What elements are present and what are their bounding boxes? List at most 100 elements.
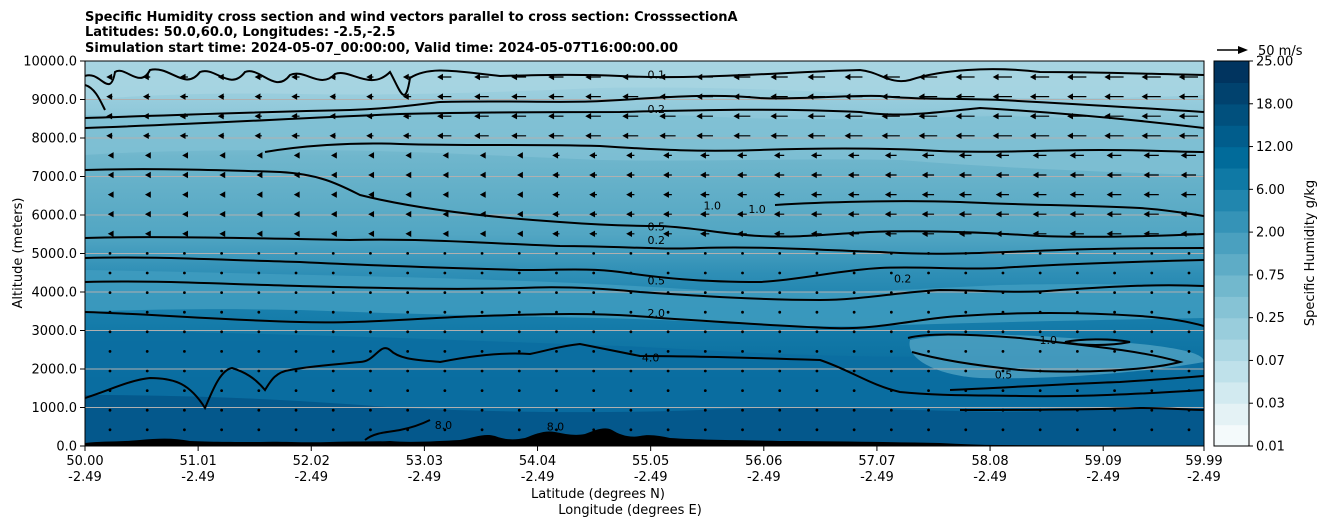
wind-vector	[1187, 291, 1191, 295]
colorbar-segment	[1214, 125, 1249, 148]
wind-vector	[145, 252, 149, 255]
wind-vector	[1113, 271, 1116, 275]
contour-1.0-upper	[264, 142, 1204, 153]
wind-vector	[696, 73, 713, 81]
wind-vector	[257, 408, 261, 412]
contour-label: 1.0	[1040, 334, 1058, 347]
wind-vector	[402, 93, 412, 100]
contour-label: 0.5	[648, 274, 666, 287]
colorbar-segment	[1214, 360, 1249, 383]
wind-vector	[548, 73, 564, 81]
wind-vector	[443, 428, 447, 432]
wind-vector	[293, 152, 300, 159]
wind-vector	[1029, 93, 1050, 100]
wind-vector	[1178, 132, 1198, 140]
wind-vector	[517, 350, 521, 353]
wind-vector	[480, 330, 484, 334]
wind-vector	[1038, 369, 1042, 373]
wind-vector	[852, 271, 856, 275]
wind-vector	[366, 73, 374, 81]
wind-vector	[847, 230, 860, 238]
y-tick-label: 3000.0	[32, 324, 78, 339]
wind-vector	[257, 271, 261, 275]
wind-vector	[179, 93, 188, 100]
wind-vector	[257, 252, 261, 255]
wind-vector	[106, 73, 113, 81]
y-axis: 0.0 1000.0 2000.0 3000.0 4000.0 5000.0 6000.0 7…	[23, 55, 85, 455]
x-tick-label-lon: -2.49	[634, 470, 668, 485]
wind-vector	[1141, 93, 1161, 100]
wind-vector	[256, 191, 263, 198]
wind-vector	[666, 350, 670, 353]
wind-vector	[555, 271, 558, 275]
wind-reference: 50 m/s	[1217, 44, 1303, 59]
wind-vector	[992, 93, 1012, 100]
wind-vector	[815, 408, 819, 412]
wind-vector	[145, 271, 149, 275]
colorbar-segment	[1214, 103, 1249, 126]
wind-vector	[257, 330, 261, 334]
wind-vector	[1075, 369, 1079, 373]
wind-vector	[256, 210, 263, 218]
wind-vector	[921, 191, 935, 198]
wind-vector	[852, 350, 856, 353]
wind-vector	[443, 330, 447, 334]
wind-vector	[847, 152, 860, 159]
wind-vector	[927, 252, 930, 255]
contour-label: 0.5	[648, 220, 666, 233]
wind-vector	[257, 389, 261, 393]
wind-vector	[1150, 291, 1154, 295]
wind-vector	[1104, 93, 1124, 100]
wind-vector	[1069, 210, 1084, 218]
wind-vector	[847, 191, 860, 198]
wind-vector	[405, 230, 412, 238]
colorbar-segment	[1214, 296, 1249, 319]
wind-vector	[770, 93, 788, 100]
wind-vector	[142, 112, 151, 120]
wind-vector	[106, 93, 113, 100]
wind-vector	[555, 350, 558, 353]
wind-vector	[479, 191, 486, 198]
wind-vector	[291, 132, 300, 140]
wind-vector	[921, 210, 935, 218]
colorbar-segment	[1214, 381, 1249, 404]
colorbar-tick-label: 12.00	[1256, 140, 1293, 155]
wind-vector	[889, 369, 893, 373]
wind-vector	[773, 230, 785, 238]
wind-vector	[1029, 112, 1050, 120]
wind-vector	[852, 252, 856, 255]
wind-vector	[1038, 389, 1042, 393]
wind-vector	[517, 191, 523, 198]
y-tick-label: 1000.0	[32, 401, 78, 416]
wind-vector	[992, 112, 1012, 120]
y-tick-label: 6000.0	[32, 209, 78, 224]
wind-vector	[770, 73, 788, 81]
wind-vector	[368, 210, 375, 218]
wind-vector	[294, 291, 298, 295]
x-tick-label-lat: 59.99	[1185, 454, 1222, 469]
wind-vector	[1001, 389, 1005, 393]
wind-vector	[330, 210, 337, 218]
wind-vector	[666, 428, 670, 432]
wind-vector	[663, 171, 672, 179]
wind-vector	[442, 171, 449, 179]
wind-vector	[552, 230, 560, 238]
wind-vector	[815, 291, 819, 295]
wind-vector	[108, 428, 112, 432]
wind-vector	[331, 310, 335, 314]
contour-label: 1.0	[704, 199, 722, 212]
colorbar-segment	[1214, 424, 1249, 447]
wind-vector	[958, 230, 972, 238]
wind-vector	[254, 132, 262, 140]
wind-vector	[1187, 350, 1191, 353]
wind-vector	[183, 428, 186, 432]
wind-vector	[256, 152, 263, 159]
wind-vector	[955, 93, 975, 100]
x-tick-label-lat: 51.01	[180, 454, 217, 469]
wind-vector	[629, 350, 633, 353]
wind-vector	[1113, 310, 1116, 314]
wind-vector	[329, 93, 336, 100]
wind-vector	[220, 271, 224, 275]
wind-vector	[773, 191, 785, 198]
wind-vector	[555, 389, 558, 393]
